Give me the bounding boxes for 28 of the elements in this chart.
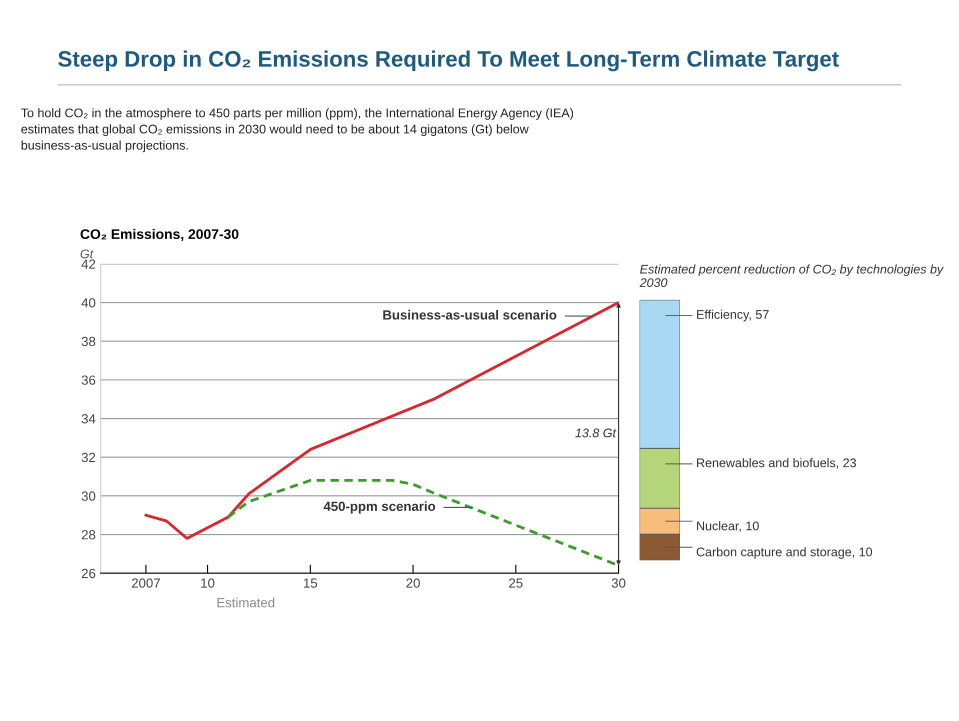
- x-tick-label: 2007: [132, 578, 160, 588]
- text: Estimated: [217, 598, 274, 608]
- y-tick-label: 42: [81, 259, 96, 269]
- y-tick-label: 34: [82, 414, 96, 424]
- x-tick-label: 15: [304, 578, 318, 588]
- y-tick-label: 28: [82, 530, 96, 540]
- x-tick-label: 10: [201, 578, 214, 588]
- chart-title: CO₂ Emissions, 2007-30: [80, 228, 238, 242]
- text: To hold CO₂ in the atmosphere to 450 parts per million (ppm), the International Energy Agency (IEA) estimates that global CO₂ emissions in 2030 would need to be about 14 gigatons (Gt) below business-as-usual projections.: [21, 108, 574, 152]
- annotation: Business-as-usual scenario: [383, 310, 556, 320]
- y-tick-label: 40: [81, 298, 96, 308]
- y-tick-label: 32: [82, 452, 96, 462]
- data-label: Carbon capture and storage, 10: [696, 547, 872, 559]
- y-tick-label: 36: [82, 375, 96, 385]
- x-tick-label: 20: [406, 578, 420, 588]
- data-label: Renewables and biofuels, 23: [697, 458, 856, 469]
- x-tick-label: 25: [509, 578, 523, 588]
- data-label: Nuclear, 10: [697, 521, 759, 532]
- x-tick-label: 30: [612, 578, 626, 588]
- y-tick-label: 26: [82, 568, 96, 578]
- text: Steep Drop in CO₂ Emissions Required To Meet Long-Term Climate Target: [58, 50, 839, 72]
- text: Estimated percent reduction of CO₂ by technologies by 2030: [640, 264, 944, 288]
- annotation: 13.8 Gt: [575, 428, 616, 438]
- y-tick-label: 38: [82, 336, 96, 346]
- y-tick-label: 30: [82, 491, 96, 501]
- y-axis-title: Gt: [80, 249, 94, 258]
- data-label: Efficiency, 57: [697, 310, 769, 322]
- annotation: 450-ppm scenario: [324, 501, 436, 514]
